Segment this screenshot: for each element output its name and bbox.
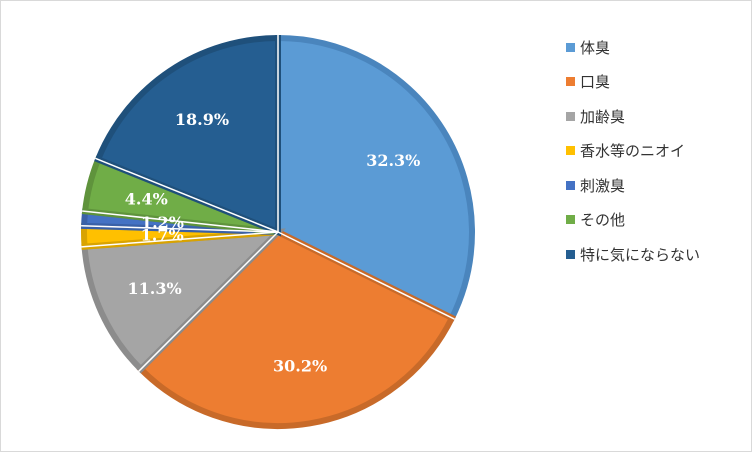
- legend-label: その他: [580, 211, 626, 230]
- legend-swatch: [566, 180, 575, 190]
- data-label-4: 1.7%: [141, 226, 184, 245]
- slice-separator: [82, 210, 279, 233]
- legend-item-7: 特に気にならない: [566, 237, 700, 272]
- pie-slice-2: [136, 228, 456, 429]
- legend-label: 刺激臭: [580, 176, 626, 195]
- legend-label: 特に気にならない: [580, 245, 701, 264]
- data-label-3: 11.3%: [128, 279, 182, 298]
- legend-swatch: [566, 111, 575, 121]
- pie-slice-1: [275, 34, 475, 322]
- data-label-7: 18.9%: [175, 110, 229, 129]
- legend-item-4: 香水等のニオイ: [566, 134, 700, 169]
- data-label-1: 32.3%: [366, 151, 420, 170]
- legend-item-6: その他: [566, 203, 700, 238]
- legend-swatch: [566, 42, 575, 52]
- chart-legend: 体臭口臭加齢臭香水等のニオイ 刺激臭その他特に気にならない: [566, 30, 700, 272]
- data-label-6: 4.4%: [125, 190, 168, 209]
- data-label-5: 1.2%: [141, 213, 184, 232]
- data-label-2: 30.2%: [273, 357, 327, 376]
- legend-item-2: 口臭: [566, 65, 700, 100]
- legend-item-1: 体臭: [566, 30, 700, 65]
- legend-label: 香水等のニオイ: [580, 142, 686, 161]
- legend-swatch: [566, 249, 575, 259]
- slice-separator: [138, 231, 279, 372]
- slice-separator: [95, 157, 279, 233]
- legend-swatch: [566, 77, 575, 87]
- slice-separator: [277, 231, 455, 320]
- legend-label: 体臭: [580, 38, 611, 57]
- legend-item-3: 加齢臭: [566, 99, 700, 134]
- legend-item-5: 刺激臭: [566, 168, 700, 203]
- slice-separator: [81, 231, 279, 248]
- legend-swatch: [566, 215, 575, 225]
- pie-slice-3: [81, 228, 286, 374]
- legend-label: 口臭: [580, 73, 611, 92]
- slice-separator: [81, 225, 279, 233]
- pie-slice-7: [94, 34, 281, 237]
- legend-label: 加齢臭: [580, 107, 626, 126]
- legend-swatch: [566, 146, 575, 156]
